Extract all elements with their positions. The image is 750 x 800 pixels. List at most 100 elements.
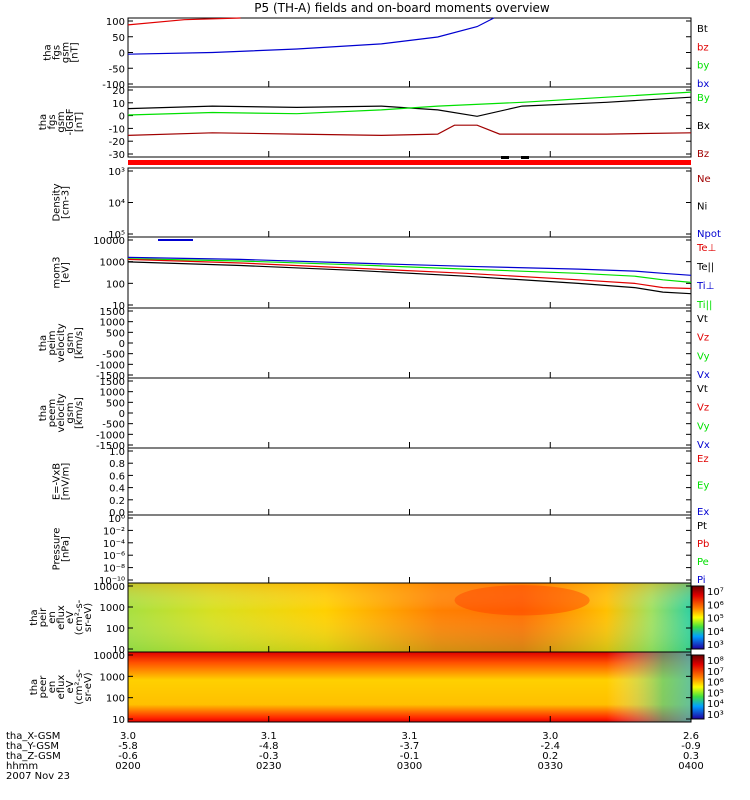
y-axis-label: eflux xyxy=(56,675,67,700)
series-Bz xyxy=(127,124,692,137)
y-axis-label: [eV] xyxy=(61,262,72,283)
footer-value: -4.8 xyxy=(259,741,279,752)
footer-value: 3.0 xyxy=(542,731,558,742)
y-tick-label: -50 xyxy=(109,64,125,75)
y-tick-label: 10⁻¹⁰ xyxy=(99,576,125,587)
y-tick-label: 0 xyxy=(119,112,125,123)
y-axis-label: gsm xyxy=(65,402,76,423)
y-tick-label: 1500 xyxy=(100,377,125,388)
legend-item: Pi xyxy=(697,575,706,586)
series-Ti|| xyxy=(127,258,692,283)
colorbar-tick-label: 10⁴ xyxy=(707,627,724,638)
y-tick-label: 20 xyxy=(112,86,125,97)
legend-item: Ex xyxy=(697,507,709,518)
y-tick-label: 50 xyxy=(112,33,125,44)
y-tick-label: 10⁵ xyxy=(108,230,125,241)
y-axis-label: [km/s] xyxy=(74,397,85,429)
y-axis-label: velocity xyxy=(56,323,67,362)
footer-value: -5.8 xyxy=(118,741,138,752)
figure-title: P5 (TH-A) fields and on-board moments ov… xyxy=(254,1,550,15)
panel-frame xyxy=(127,447,692,516)
legend-item: Bz xyxy=(697,149,709,160)
legend-item: by xyxy=(697,61,709,72)
footer-value: 0330 xyxy=(538,761,563,772)
y-axis-label: eV xyxy=(65,680,76,693)
y-tick-label: 100 xyxy=(106,624,125,635)
y-axis-label: [nT] xyxy=(70,42,81,62)
y-tick-label: 1000 xyxy=(100,258,125,269)
legend-item: Vx xyxy=(697,370,710,381)
panel-frame xyxy=(127,167,692,238)
y-tick-label: 0 xyxy=(119,409,125,420)
y-axis-label: Pressure xyxy=(52,528,63,571)
y-tick-label: 0.6 xyxy=(109,471,125,482)
y-tick-label: 500 xyxy=(106,328,125,339)
legend-item: bx xyxy=(697,79,709,90)
colorbar-tick-label: 10⁷ xyxy=(707,667,724,678)
colorbar xyxy=(691,654,705,720)
y-tick-label: 1000 xyxy=(100,318,125,329)
footer-value: -2.4 xyxy=(540,741,560,752)
series-Te⊥ xyxy=(127,258,692,290)
y-axis-label: peim xyxy=(47,330,58,355)
y-axis-label: en xyxy=(47,611,58,624)
legend-item: Pb xyxy=(697,539,709,550)
y-axis-label: (cm²-s- xyxy=(74,599,85,635)
y-axis-label: [mV/m] xyxy=(61,463,72,501)
footer-value: -0.6 xyxy=(118,751,138,762)
y-tick-label: 100 xyxy=(106,279,125,290)
y-tick-label: 100 xyxy=(106,694,125,705)
footer-value: 0.2 xyxy=(542,751,558,762)
y-tick-label: 1000 xyxy=(100,603,125,614)
y-tick-label: 10⁴ xyxy=(108,199,125,210)
footer-value: 3.1 xyxy=(261,731,277,742)
footer-value: 2.6 xyxy=(683,731,699,742)
y-tick-label: 1.0 xyxy=(109,447,125,458)
legend-item: Vz xyxy=(697,403,709,414)
panel-4: 10000 1000 100 10 mom3[eV] Te⊥ Te|| Ti⊥ Ti|| xyxy=(52,236,717,312)
y-tick-label: -10 xyxy=(109,124,125,135)
legend-item: Ne xyxy=(697,174,711,185)
quality-bar xyxy=(128,160,691,165)
y-tick-label: -1500 xyxy=(96,441,125,452)
legend-item: Npot xyxy=(697,229,721,240)
colorbar-tick-label: 10⁴ xyxy=(707,699,724,710)
footer-value: -0.1 xyxy=(400,751,420,762)
footer-row-label: tha_Y-GSM xyxy=(6,741,59,752)
y-tick-label: 0 xyxy=(119,49,125,60)
series-By xyxy=(127,91,692,116)
colorbar-tick-label: 10⁵ xyxy=(707,688,724,699)
legend-item: bz xyxy=(697,42,709,53)
y-tick-label: 0.0 xyxy=(109,508,125,519)
footer-value: -3.7 xyxy=(400,741,420,752)
y-tick-label: 1000 xyxy=(100,672,125,683)
panel-7: 1.00.80.6 0.40.20.0 E=-VxB[mV/m] Ez Ey Ex xyxy=(52,447,710,519)
y-tick-label: -1000 xyxy=(96,360,125,371)
footer-value: 0400 xyxy=(678,761,703,772)
y-tick-label: 0.2 xyxy=(109,496,125,507)
y-tick-label: 10 xyxy=(112,645,125,656)
y-tick-label: 0 xyxy=(119,339,125,350)
y-tick-label: 500 xyxy=(106,398,125,409)
legend-item: Ni xyxy=(697,202,707,213)
electron-spectrogram-shade xyxy=(128,652,691,722)
y-tick-label: 10 xyxy=(112,715,125,726)
colorbar-tick-label: 10³ xyxy=(707,640,724,651)
colorbar-tick-label: 10⁶ xyxy=(707,600,724,611)
y-axis-label: eflux xyxy=(56,605,67,630)
legend-item: Ti|| xyxy=(696,300,712,311)
y-tick-label: 10000 xyxy=(93,582,125,593)
footer-value: -0.3 xyxy=(259,751,279,762)
series-Bx xyxy=(127,96,692,117)
footer-value: 0300 xyxy=(397,761,422,772)
y-axis-label: sr-eV) xyxy=(83,672,94,701)
panel-frame xyxy=(127,236,692,309)
y-tick-label: -500 xyxy=(102,350,125,361)
colorbar-tick-label: 10³ xyxy=(707,710,724,721)
y-tick-label: -100 xyxy=(102,80,125,91)
series-Ti⊥ xyxy=(127,256,692,276)
